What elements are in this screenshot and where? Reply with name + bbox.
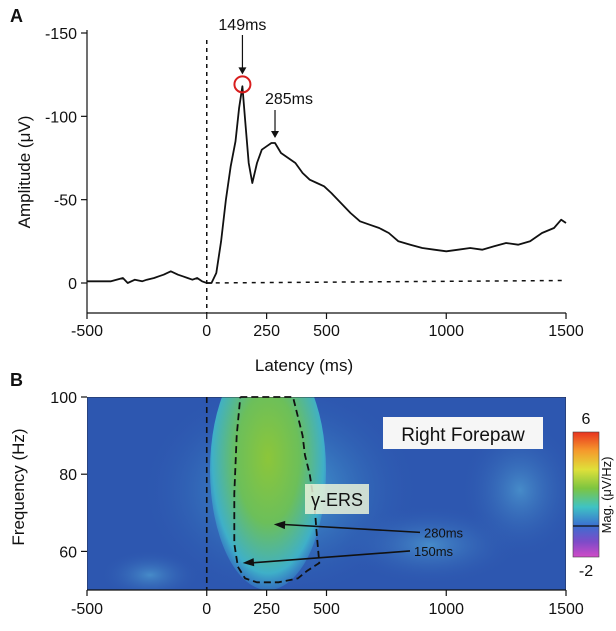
- hm-y-tick-label: 100: [50, 390, 77, 407]
- ers-arrowhead-1: [273, 520, 286, 530]
- hm-x-tick-label: 250: [253, 601, 280, 618]
- colorbar-label: Mag. (μV/Hz): [599, 457, 614, 534]
- y-tick-label: -100: [45, 109, 77, 126]
- annotation-box: [383, 417, 543, 449]
- y-tick-label: -50: [54, 193, 77, 210]
- x-tick-label: -500: [71, 323, 103, 340]
- baseline-line: [206, 279, 567, 284]
- peak-1-arrowhead: [238, 67, 247, 75]
- colorbar: [572, 431, 600, 558]
- hm-x-tick-label: 1500: [548, 601, 584, 618]
- panel-a-y-label: Amplitude (μV): [15, 116, 34, 229]
- panel-b-y-label: Frequency (Hz): [9, 428, 28, 545]
- panel-a-x-label: Latency (ms): [255, 356, 353, 375]
- heatmap: [87, 397, 566, 590]
- hm-y-tick-label: 80: [59, 467, 77, 484]
- x-tick-label: 1000: [428, 323, 464, 340]
- ers-arrow-label-1: 280ms: [424, 525, 464, 540]
- amplitude-series: [87, 85, 567, 284]
- heatmap-hot-region: [210, 397, 326, 590]
- hm-x-tick-label: -500: [71, 601, 103, 618]
- panel-a-label: A: [10, 6, 23, 26]
- peak-2-label: 285ms: [265, 91, 313, 108]
- ers-arrow-label-2: 150ms: [414, 544, 454, 559]
- x-tick-label: 250: [253, 323, 280, 340]
- peak-1-circle: [233, 75, 252, 94]
- panel-b-label: B: [10, 370, 23, 390]
- y-tick-label: -150: [45, 26, 77, 43]
- region-label-box: [305, 484, 369, 514]
- heatmap-spot-2: [460, 420, 566, 560]
- colorbar-max-label: 6: [582, 411, 591, 428]
- panel-a-axes: -150-100-500-500 0 250 500 1000 1500149ms285m…: [45, 17, 584, 340]
- ers-arrow-2: [250, 550, 411, 564]
- ers-arrow-1: [281, 523, 421, 534]
- region-label: γ-ERS: [311, 490, 363, 510]
- hm-x-tick-label: 0: [202, 601, 211, 618]
- colorbar-min-label: -2: [579, 563, 593, 580]
- ers-arrowhead-2: [242, 558, 255, 567]
- annotation-box-text: Right Forepaw: [401, 425, 525, 446]
- heatmap-spot-3: [100, 550, 200, 590]
- x-tick-label: 500: [313, 323, 340, 340]
- x-tick-label: 1500: [548, 323, 584, 340]
- peak-1-label: 149ms: [218, 17, 266, 34]
- hm-y-tick-label: 60: [59, 544, 77, 561]
- hm-x-tick-label: 1000: [428, 601, 464, 618]
- x-tick-label: 0: [202, 323, 211, 340]
- peak-2-arrowhead: [271, 131, 280, 138]
- hm-x-tick-label: 500: [313, 601, 340, 618]
- panel-b-axes: 60 80 100 -500 0 250 500 1000 1500 280ms 150ms: [50, 390, 584, 618]
- y-tick-label: 0: [68, 276, 77, 293]
- ers-contour: [233, 396, 321, 584]
